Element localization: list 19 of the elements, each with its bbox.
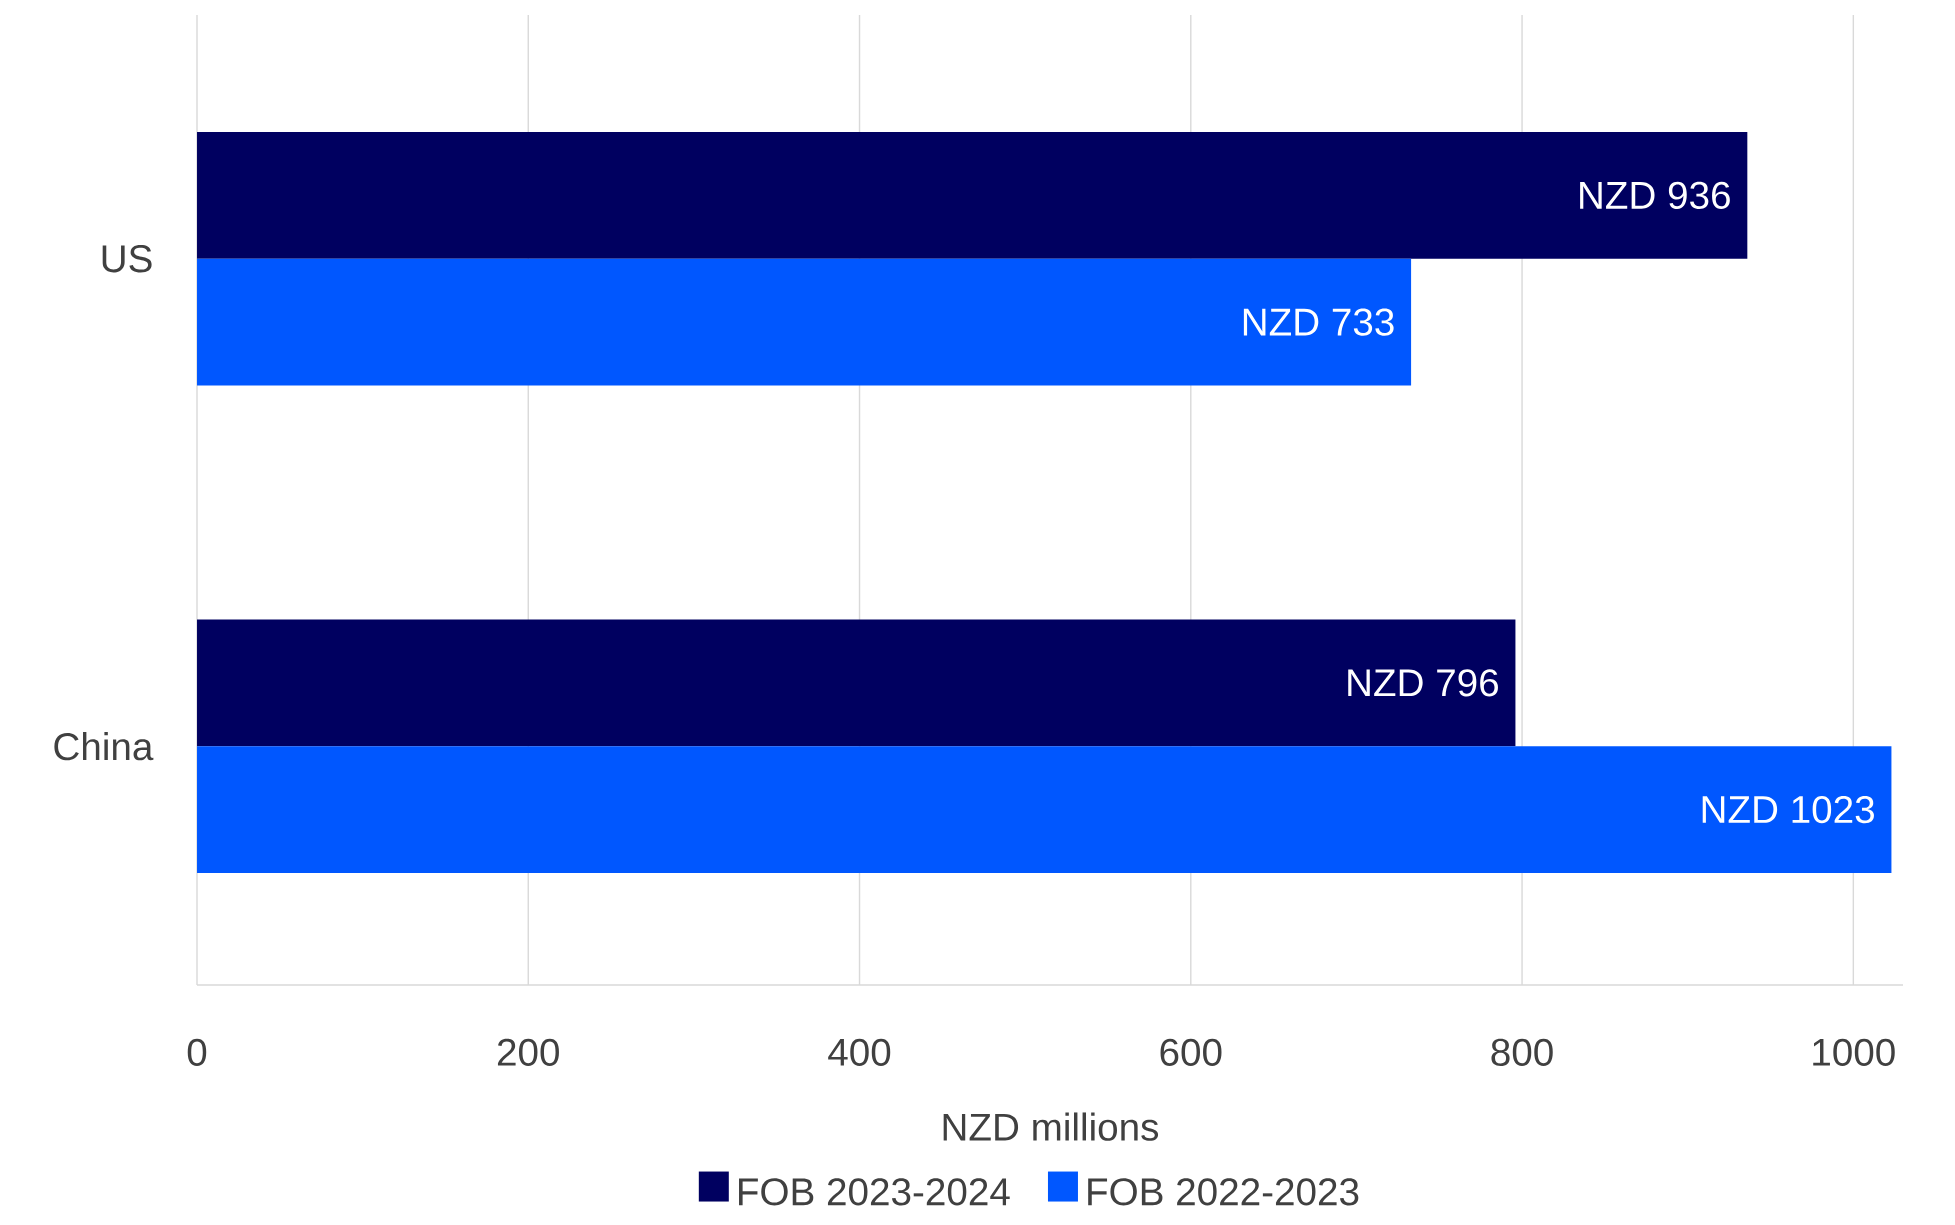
bar <box>197 746 1892 873</box>
bar <box>197 131 1748 259</box>
data-label: NZD 1023 <box>1702 795 1874 824</box>
x-tick-label: 400 <box>828 1038 891 1066</box>
bar <box>197 258 1412 386</box>
x-tick-label: 800 <box>1491 1038 1553 1066</box>
legend-label: FOB 2023-2024 <box>739 1178 1010 1206</box>
data-label: NZD 936 <box>1580 181 1730 210</box>
y-tick-label: China <box>54 731 154 761</box>
bar <box>197 619 1516 747</box>
y-tick-label: US <box>102 245 152 273</box>
x-axis-title: NZD millions <box>943 1112 1159 1141</box>
x-tick-label: 600 <box>1160 1038 1222 1066</box>
legend-label: FOB 2022-2023 <box>1088 1178 1359 1206</box>
data-label: NZD 796 <box>1348 669 1498 697</box>
x-tick-label: 200 <box>497 1038 559 1066</box>
data-label: NZD 733 <box>1243 308 1394 336</box>
x-tick-label: 1000 <box>1813 1038 1895 1066</box>
x-tick-label: 0 <box>187 1038 207 1066</box>
